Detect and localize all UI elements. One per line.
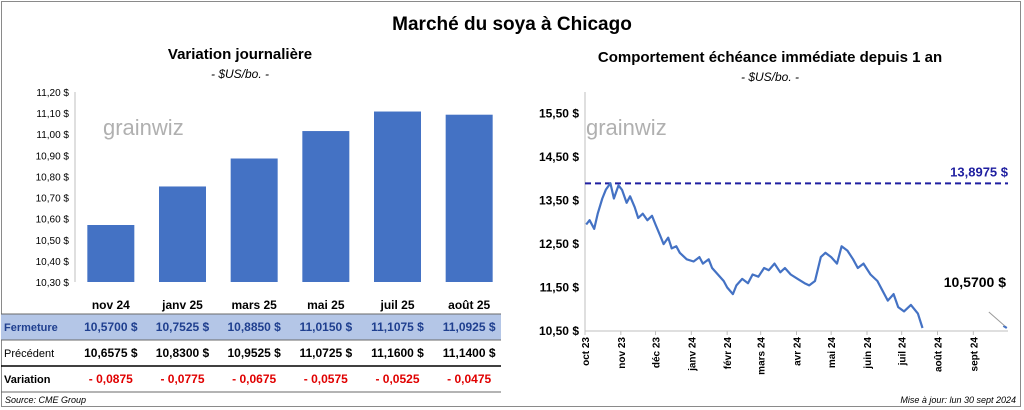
- update-note: Mise à jour: lun 30 sept 2024: [900, 395, 1016, 405]
- table-cell: 10,9525 $: [227, 346, 281, 360]
- x-tick-label: août 24: [934, 337, 945, 372]
- x-category-label: janv 25: [161, 298, 203, 312]
- x-tick-label: févr 24: [723, 337, 734, 370]
- main-title: Marché du soya à Chicago: [392, 14, 632, 35]
- y-tick-label: 11,00 $: [36, 130, 69, 141]
- x-category-label: nov 24: [92, 298, 130, 312]
- x-tick-label: avr 24: [793, 337, 804, 366]
- table-cell: 11,0925 $: [443, 320, 496, 334]
- y-tick-label: 10,80 $: [36, 172, 70, 183]
- table-cell: - 0,0875: [89, 372, 133, 386]
- x-category-label: mai 25: [307, 298, 345, 312]
- table-row-label: Variation: [4, 374, 51, 386]
- x-tick-label: nov 23: [617, 337, 628, 369]
- x-category-label: août 25: [448, 298, 490, 312]
- x-category-label: mars 25: [231, 298, 277, 312]
- y-tick-label: 12,50 $: [539, 237, 579, 251]
- y-tick-label: 14,50 $: [539, 150, 579, 164]
- bar: [374, 111, 421, 283]
- bar: [445, 114, 493, 282]
- table-cell: 10,7525 $: [156, 320, 210, 334]
- table-row-label: Fermeture: [4, 322, 58, 334]
- bar: [230, 158, 278, 282]
- x-tick-label: janv 24: [687, 337, 698, 372]
- right-chart-title: Comportement échéance immédiate depuis 1…: [597, 49, 943, 66]
- y-tick-label: 13,50 $: [539, 194, 579, 208]
- fermeture-row-bg: [1, 314, 501, 340]
- y-tick-label: 10,60 $: [36, 215, 70, 226]
- y-tick-label: 10,90 $: [36, 151, 70, 162]
- x-tick-label: sept 24: [969, 337, 980, 372]
- y-tick-label: 10,40 $: [36, 257, 70, 268]
- bar-chart: grainwiz 10,30 $ 10,40 $ 10,50 $ 10,60 $ 10,…: [1, 88, 501, 393]
- last-value-label: 10,5700 $: [944, 274, 1006, 290]
- table-cell: 10,8850 $: [227, 320, 281, 334]
- y-tick-label: 11,20 $: [36, 88, 69, 99]
- y-tick-label: 11,10 $: [36, 109, 69, 120]
- table-cell: 10,6575 $: [84, 346, 138, 360]
- table-cell: - 0,0525: [375, 372, 419, 386]
- table-cell: - 0,0675: [232, 372, 276, 386]
- x-category-label: juil 25: [379, 298, 414, 312]
- y-tick-label: 10,30 $: [36, 278, 70, 289]
- table-cell: 10,8300 $: [156, 346, 210, 360]
- series-line: [585, 182, 924, 329]
- x-tick-label: déc 23: [652, 337, 663, 369]
- y-tick-label: 10,50 $: [539, 324, 579, 338]
- x-tick-label: mai 24: [827, 337, 838, 369]
- reference-label: 13,8975 $: [950, 164, 1009, 179]
- table-cell: 11,1600 $: [371, 346, 424, 360]
- y-tick-label: 11,50 $: [540, 281, 580, 295]
- table-cell: - 0,0475: [447, 372, 491, 386]
- bar: [87, 225, 135, 282]
- table-cell: - 0,0775: [160, 372, 204, 386]
- bar: [302, 131, 350, 282]
- series-line: [1002, 324, 1008, 329]
- y-tick-label: 10,70 $: [36, 194, 70, 205]
- x-tick-label: juil 24: [898, 337, 909, 367]
- line-chart: grainwiz 10,50 $ 11,50 $ 12,50 $ 13,50 $ 14,…: [539, 92, 1009, 375]
- watermark-logo: grainwiz: [586, 115, 667, 140]
- y-tick-label: 10,50 $: [36, 236, 70, 247]
- watermark-logo: grainwiz: [103, 115, 184, 140]
- source-note: Source: CME Group: [5, 395, 87, 405]
- callout-line: [988, 311, 1006, 327]
- table-cell: 11,0150 $: [299, 320, 352, 334]
- table-cell: - 0,0575: [304, 372, 348, 386]
- left-chart-unit: - $US/bo. -: [210, 67, 270, 81]
- right-chart-unit: - $US/bo. -: [740, 70, 800, 84]
- table-row-label: Précédent: [4, 348, 54, 360]
- x-tick-label: mars 24: [757, 337, 768, 375]
- left-chart-title: Variation journalière: [167, 46, 313, 63]
- y-tick-label: 15,50 $: [539, 107, 579, 121]
- table-cell: 10,5700 $: [84, 320, 138, 334]
- table-cell: 11,1400 $: [443, 346, 496, 360]
- bar: [159, 186, 206, 282]
- table-cell: 11,0725 $: [299, 346, 352, 360]
- table-cell: 11,1075 $: [371, 320, 424, 334]
- x-tick-label: oct 23: [581, 337, 592, 366]
- x-tick-label: juin 24: [863, 337, 874, 370]
